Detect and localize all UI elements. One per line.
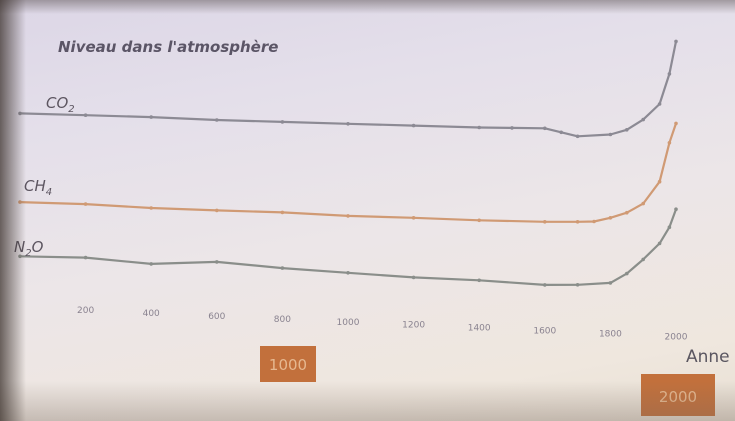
- point-ch4-0: [18, 200, 22, 204]
- point-ch4-15: [667, 141, 672, 145]
- svg-text:N2O: N2O: [14, 238, 44, 259]
- point-ch4-5: [346, 214, 350, 218]
- point-ch4-16: [674, 121, 678, 126]
- x-tick-7: 1600: [533, 327, 556, 337]
- point-co2-11: [575, 134, 580, 139]
- point-n2o-2: [149, 262, 153, 266]
- point-ch4-8: [543, 220, 547, 224]
- badge-left: 1000: [260, 346, 316, 382]
- x-tick-4: 1000: [337, 318, 360, 328]
- point-n2o-4: [280, 266, 285, 270]
- point-co2-10: [559, 130, 563, 135]
- co2-label: CO2: [46, 94, 75, 115]
- ch4-label-sub: 4: [46, 187, 52, 198]
- point-co2-17: [674, 39, 678, 44]
- point-n2o-6: [411, 275, 416, 280]
- point-co2-7: [477, 125, 482, 130]
- point-co2-0: [18, 111, 22, 116]
- point-co2-15: [657, 102, 662, 106]
- badge-left-text: 1000: [269, 356, 307, 374]
- x-tick-6: 1400: [468, 324, 491, 334]
- co2-label-main: CO: [46, 94, 68, 112]
- point-n2o-3: [215, 260, 219, 264]
- point-ch4-2: [149, 206, 153, 210]
- point-co2-4: [280, 120, 285, 124]
- x-axis-ticks: 200 400 600 800 1000 1200 1400 1600 1800 2000: [77, 306, 688, 343]
- svg-text:CH4: CH4: [24, 177, 52, 198]
- point-n2o-11: [625, 271, 629, 276]
- point-n2o-1: [83, 255, 88, 260]
- n2o-label: N2O: [14, 238, 44, 259]
- point-n2o-12: [641, 257, 645, 262]
- chart-title: Niveau dans l'atmosphère: [58, 38, 278, 56]
- ch4-label: CH4: [24, 177, 52, 198]
- x-tick-3: 800: [274, 315, 291, 325]
- n2o-label-after: O: [32, 238, 44, 256]
- n2o-label-main: N: [14, 238, 25, 256]
- x-tick-8: 1800: [599, 330, 622, 340]
- point-ch4-10: [592, 219, 596, 224]
- x-tick-0: 200: [77, 306, 94, 316]
- badge-right: 2000: [641, 374, 715, 416]
- point-ch4-9: [575, 220, 580, 224]
- badge-right-text: 2000: [659, 388, 697, 406]
- point-n2o-15: [674, 207, 678, 211]
- point-ch4-14: [657, 179, 662, 184]
- point-co2-6: [411, 123, 416, 128]
- co2-label-sub: 2: [68, 104, 74, 115]
- point-co2-3: [215, 118, 219, 122]
- point-co2-16: [667, 72, 672, 76]
- point-co2-14: [641, 117, 645, 122]
- point-co2-5: [346, 122, 350, 126]
- point-ch4-7: [477, 218, 482, 223]
- point-co2-12: [608, 132, 613, 137]
- series-line-ch4: [19, 123, 678, 223]
- series-layer: [18, 39, 678, 287]
- ch4-label-main: CH: [24, 177, 46, 195]
- point-ch4-1: [83, 202, 88, 206]
- point-ch4-11: [608, 216, 613, 220]
- point-co2-9: [543, 126, 547, 131]
- svg-text:CO2: CO2: [46, 94, 75, 115]
- point-n2o-13: [657, 241, 662, 246]
- x-tick-9: 2000: [665, 333, 688, 343]
- x-tick-2: 600: [208, 312, 225, 322]
- point-n2o-9: [575, 283, 580, 287]
- point-n2o-10: [608, 281, 613, 285]
- point-n2o-5: [346, 271, 350, 275]
- point-ch4-13: [641, 201, 645, 206]
- point-ch4-4: [280, 210, 285, 215]
- point-n2o-7: [477, 278, 482, 283]
- point-co2-13: [625, 128, 629, 132]
- point-n2o-8: [543, 283, 547, 287]
- x-tick-1: 400: [143, 309, 160, 319]
- point-n2o-14: [667, 225, 672, 229]
- point-ch4-12: [625, 210, 629, 215]
- point-co2-8: [510, 126, 514, 130]
- x-axis-title: Anne: [686, 347, 730, 367]
- point-ch4-6: [411, 216, 416, 220]
- point-co2-2: [149, 115, 153, 119]
- point-co2-1: [83, 113, 88, 117]
- x-tick-5: 1200: [402, 321, 425, 331]
- point-ch4-3: [215, 208, 219, 213]
